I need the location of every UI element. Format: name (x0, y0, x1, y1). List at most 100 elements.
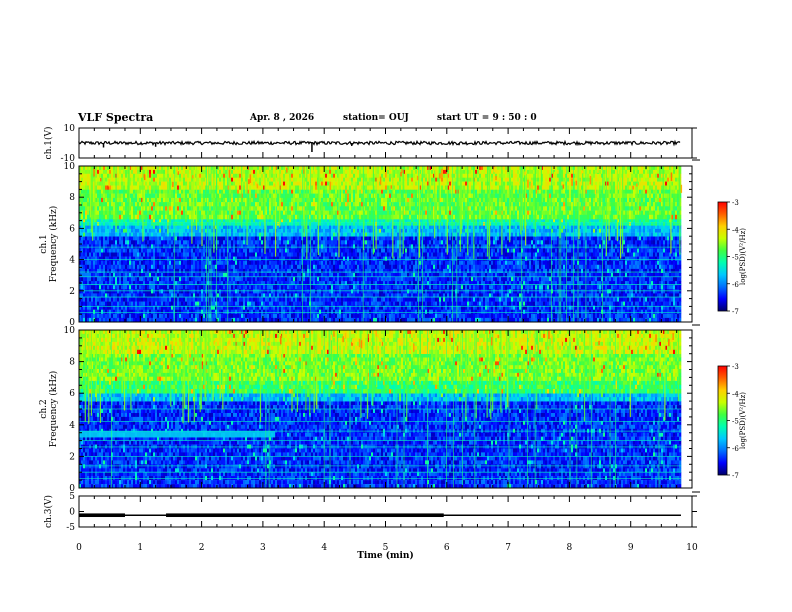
ch1_spectrogram-cell-0 (435, 260, 438, 266)
ch1_spectrogram-cell-0 (127, 240, 130, 245)
ch1_spectrogram-cell-0 (651, 260, 654, 266)
ch1_spectrogram-cell-0 (349, 293, 352, 298)
ch1_spectrogram-cell-0 (165, 248, 168, 253)
ch1_spectrogram-cell-0 (671, 293, 674, 298)
ch1_spectrogram-cell-0 (357, 293, 360, 298)
ch1_spectrogram-cell-0 (667, 264, 670, 270)
ch1_spectrogram-cell-0 (519, 260, 522, 266)
ch1_spectrogram-cell-0 (431, 281, 434, 286)
ch1_spectrogram-cell-0 (443, 236, 446, 241)
ch1_spectrogram-cell-0 (529, 236, 532, 241)
ch1_spectrogram-cell-0 (353, 240, 356, 245)
ch1_spectrogram-cell-0 (347, 289, 350, 294)
ch1_spectrogram-cell-0 (145, 293, 148, 298)
ch1_spectrogram-cell-0 (233, 301, 236, 306)
ch1_spectrogram-cell-0 (203, 268, 206, 274)
ch1_spectrogram-cell-0 (437, 248, 440, 253)
ch1_spectrogram-cell-0 (481, 297, 484, 302)
ch1_spectrogram-cell-0 (191, 252, 194, 257)
ch1_spectrogram-cell-0 (349, 285, 352, 290)
ch1_spectrogram-cell-0 (555, 252, 558, 257)
ch1_spectrogram-cell-0 (211, 277, 214, 282)
ch1_spectrogram-cell-0 (115, 277, 118, 282)
ch1_spectrogram-cell-0 (307, 244, 310, 249)
ch1_spectrogram-cell-0 (207, 293, 210, 298)
ch1_spectrogram-cell-0 (521, 248, 524, 253)
ch1_spectrogram-cell-0 (639, 297, 642, 302)
ch1_spectrogram-cell-0 (305, 277, 308, 282)
ch1_spectrogram-cell-0 (445, 236, 448, 241)
ch1_spectrogram-cell-0 (557, 293, 560, 298)
ch1_spectrogram-cell-0 (429, 285, 432, 290)
ch1_spectrogram-cell-0 (111, 264, 114, 270)
ch1_spectrogram-cell-0 (595, 264, 598, 270)
ch1_spectrogram-cell-0 (523, 268, 526, 274)
ch1_spectrogram-cell-0 (443, 256, 446, 261)
ch1_spectrogram-cell-0 (533, 293, 536, 298)
ch1_spectrogram-cell-0 (415, 285, 418, 290)
ch1_spectrogram-cell-0 (599, 236, 602, 241)
ch1_spectrogram-cell-0 (397, 273, 400, 278)
ch1_spectrogram-cell-0 (493, 244, 496, 249)
ch1_spectrogram-cell-0 (383, 260, 386, 266)
ch1_spectrogram-cell-0 (613, 281, 616, 286)
ch1_spectrogram-cell-0 (163, 256, 166, 261)
ch1_spectrogram-cell-0 (143, 248, 146, 253)
ch1_spectrogram-cell-0 (331, 268, 334, 274)
ch1_spectrogram-cell-0 (225, 260, 228, 266)
ch1_spectrogram-cell-0 (369, 289, 372, 294)
ch1_spectrogram-cell-0 (415, 240, 418, 245)
ch1_spectrogram-cell-0 (299, 260, 302, 266)
ch1_spectrogram-cell-0 (175, 264, 178, 270)
ch1_spectrogram-cell-0 (247, 289, 250, 294)
ch1_spectrogram-cell-0 (165, 289, 168, 294)
ch1_spectrogram-cell-0 (321, 264, 324, 270)
ch1_spectrogram-cell-0 (299, 285, 302, 290)
ch1_spectrogram-cell-0 (327, 293, 330, 298)
ch1_spectrogram-cell-0 (445, 252, 448, 257)
ch1_spectrogram-cell-0 (677, 248, 680, 253)
ch1_spectrogram-cell-0 (595, 289, 598, 294)
ch1_spectrogram-cell-0 (463, 248, 466, 253)
ch1_spectrogram-cell-0 (103, 301, 106, 306)
ch1_spectrogram-cell-0 (553, 260, 556, 266)
ch1_spectrogram-cell-0 (445, 248, 448, 253)
ch1_spectrogram-cell-0 (219, 277, 222, 282)
ch1_spectrogram-cell-0 (285, 277, 288, 282)
ch1_spectrogram-cell-0 (219, 244, 222, 249)
ch1_spectrogram-cell-0 (85, 297, 88, 302)
ch1_spectrogram-cell-0 (97, 264, 100, 270)
ch1_spectrogram-cell-0 (149, 281, 152, 286)
ch1_spectrogram-cell-0 (507, 244, 510, 249)
ch1_spectrogram-cell-0 (251, 297, 254, 302)
ch1_spectrogram-cell-0 (121, 268, 124, 274)
ch1_spectrogram-cell-0 (667, 289, 670, 294)
ch1_spectrogram-cell-0 (591, 289, 594, 294)
ch1_spectrogram-cell-0 (655, 240, 658, 245)
ch1_spectrogram-cell-0 (227, 244, 230, 249)
ch1_spectrogram-cell-0 (471, 236, 474, 241)
ch1_spectrogram-cell-0 (595, 268, 598, 274)
ch1_spectrogram-cell-0 (509, 240, 512, 245)
ch1_spectrogram-cell-0 (381, 268, 384, 274)
ch1_spectrogram-cell-0 (415, 244, 418, 249)
ch1_spectrogram-cell-0 (283, 244, 286, 249)
ch1_spectrogram-cell-0 (255, 285, 258, 290)
ch1_spectrogram-cell-0 (203, 236, 206, 241)
ch1_spectrogram-cell-0 (365, 252, 368, 257)
ch1_spectrogram-cell-0 (79, 248, 82, 253)
ch1_spectrogram-cell-0 (401, 236, 404, 241)
ch1_spectrogram-cell-0 (107, 268, 110, 274)
ch1_spectrogram-cell-0 (355, 264, 358, 270)
ch1_spectrogram-cell-0 (573, 289, 576, 294)
ch1_spectrogram-cell-0 (187, 264, 190, 270)
ch1_spectrogram-cell-0 (415, 293, 418, 298)
ch1_spectrogram-cell-0 (517, 273, 520, 278)
ch1_spectrogram-cell-0 (569, 281, 572, 286)
ch1_spectrogram-cell-0 (561, 281, 564, 286)
ch1_spectrogram-cell-0 (363, 248, 366, 253)
ch1_spectrogram-cell-0 (561, 260, 564, 266)
ch1_spectrogram-cell-0 (281, 293, 284, 298)
ch1_spectrogram-cell-0 (449, 281, 452, 286)
ch1_spectrogram-cell-0 (609, 252, 612, 257)
